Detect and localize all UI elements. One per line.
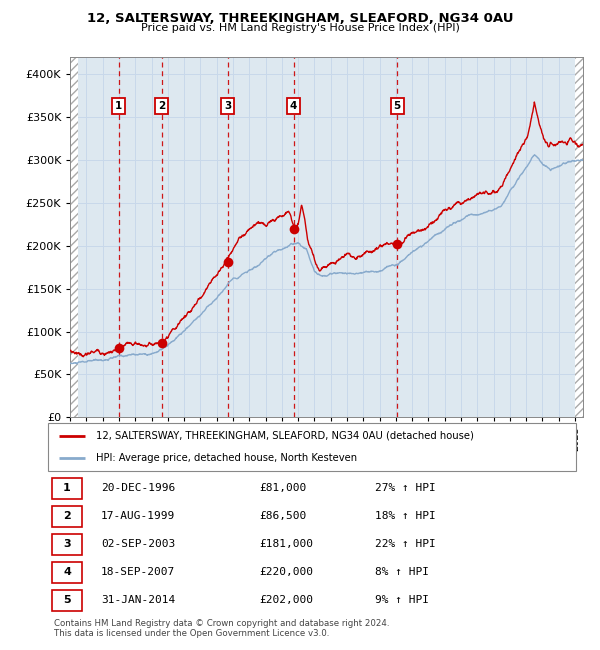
Text: 9% ↑ HPI: 9% ↑ HPI [376, 595, 430, 605]
Text: 18% ↑ HPI: 18% ↑ HPI [376, 512, 436, 521]
Text: 22% ↑ HPI: 22% ↑ HPI [376, 540, 436, 549]
Text: 17-AUG-1999: 17-AUG-1999 [101, 512, 175, 521]
Text: £181,000: £181,000 [259, 540, 313, 549]
Text: £81,000: £81,000 [259, 484, 307, 493]
Text: 31-JAN-2014: 31-JAN-2014 [101, 595, 175, 605]
FancyBboxPatch shape [52, 478, 82, 499]
Text: 27% ↑ HPI: 27% ↑ HPI [376, 484, 436, 493]
FancyBboxPatch shape [48, 422, 576, 471]
FancyBboxPatch shape [52, 506, 82, 527]
Text: 2: 2 [63, 512, 71, 521]
Text: 5: 5 [63, 595, 71, 605]
Text: 12, SALTERSWAY, THREEKINGHAM, SLEAFORD, NG34 0AU (detached house): 12, SALTERSWAY, THREEKINGHAM, SLEAFORD, … [95, 431, 473, 441]
Text: 4: 4 [290, 101, 298, 111]
Text: £86,500: £86,500 [259, 512, 307, 521]
Text: 3: 3 [224, 101, 232, 111]
Text: Price paid vs. HM Land Registry's House Price Index (HPI): Price paid vs. HM Land Registry's House … [140, 23, 460, 33]
Text: 1: 1 [115, 101, 122, 111]
FancyBboxPatch shape [52, 534, 82, 555]
FancyBboxPatch shape [52, 562, 82, 583]
Text: 18-SEP-2007: 18-SEP-2007 [101, 567, 175, 577]
Text: Contains HM Land Registry data © Crown copyright and database right 2024.
This d: Contains HM Land Registry data © Crown c… [54, 619, 389, 638]
Text: 1: 1 [63, 484, 71, 493]
Text: 12, SALTERSWAY, THREEKINGHAM, SLEAFORD, NG34 0AU: 12, SALTERSWAY, THREEKINGHAM, SLEAFORD, … [87, 12, 513, 25]
Text: HPI: Average price, detached house, North Kesteven: HPI: Average price, detached house, Nort… [95, 453, 356, 463]
Text: 02-SEP-2003: 02-SEP-2003 [101, 540, 175, 549]
Text: 5: 5 [394, 101, 401, 111]
Text: 3: 3 [63, 540, 71, 549]
Text: £220,000: £220,000 [259, 567, 313, 577]
Text: 8% ↑ HPI: 8% ↑ HPI [376, 567, 430, 577]
Text: £202,000: £202,000 [259, 595, 313, 605]
Text: 4: 4 [63, 567, 71, 577]
Text: 20-DEC-1996: 20-DEC-1996 [101, 484, 175, 493]
Text: 2: 2 [158, 101, 166, 111]
FancyBboxPatch shape [52, 590, 82, 611]
